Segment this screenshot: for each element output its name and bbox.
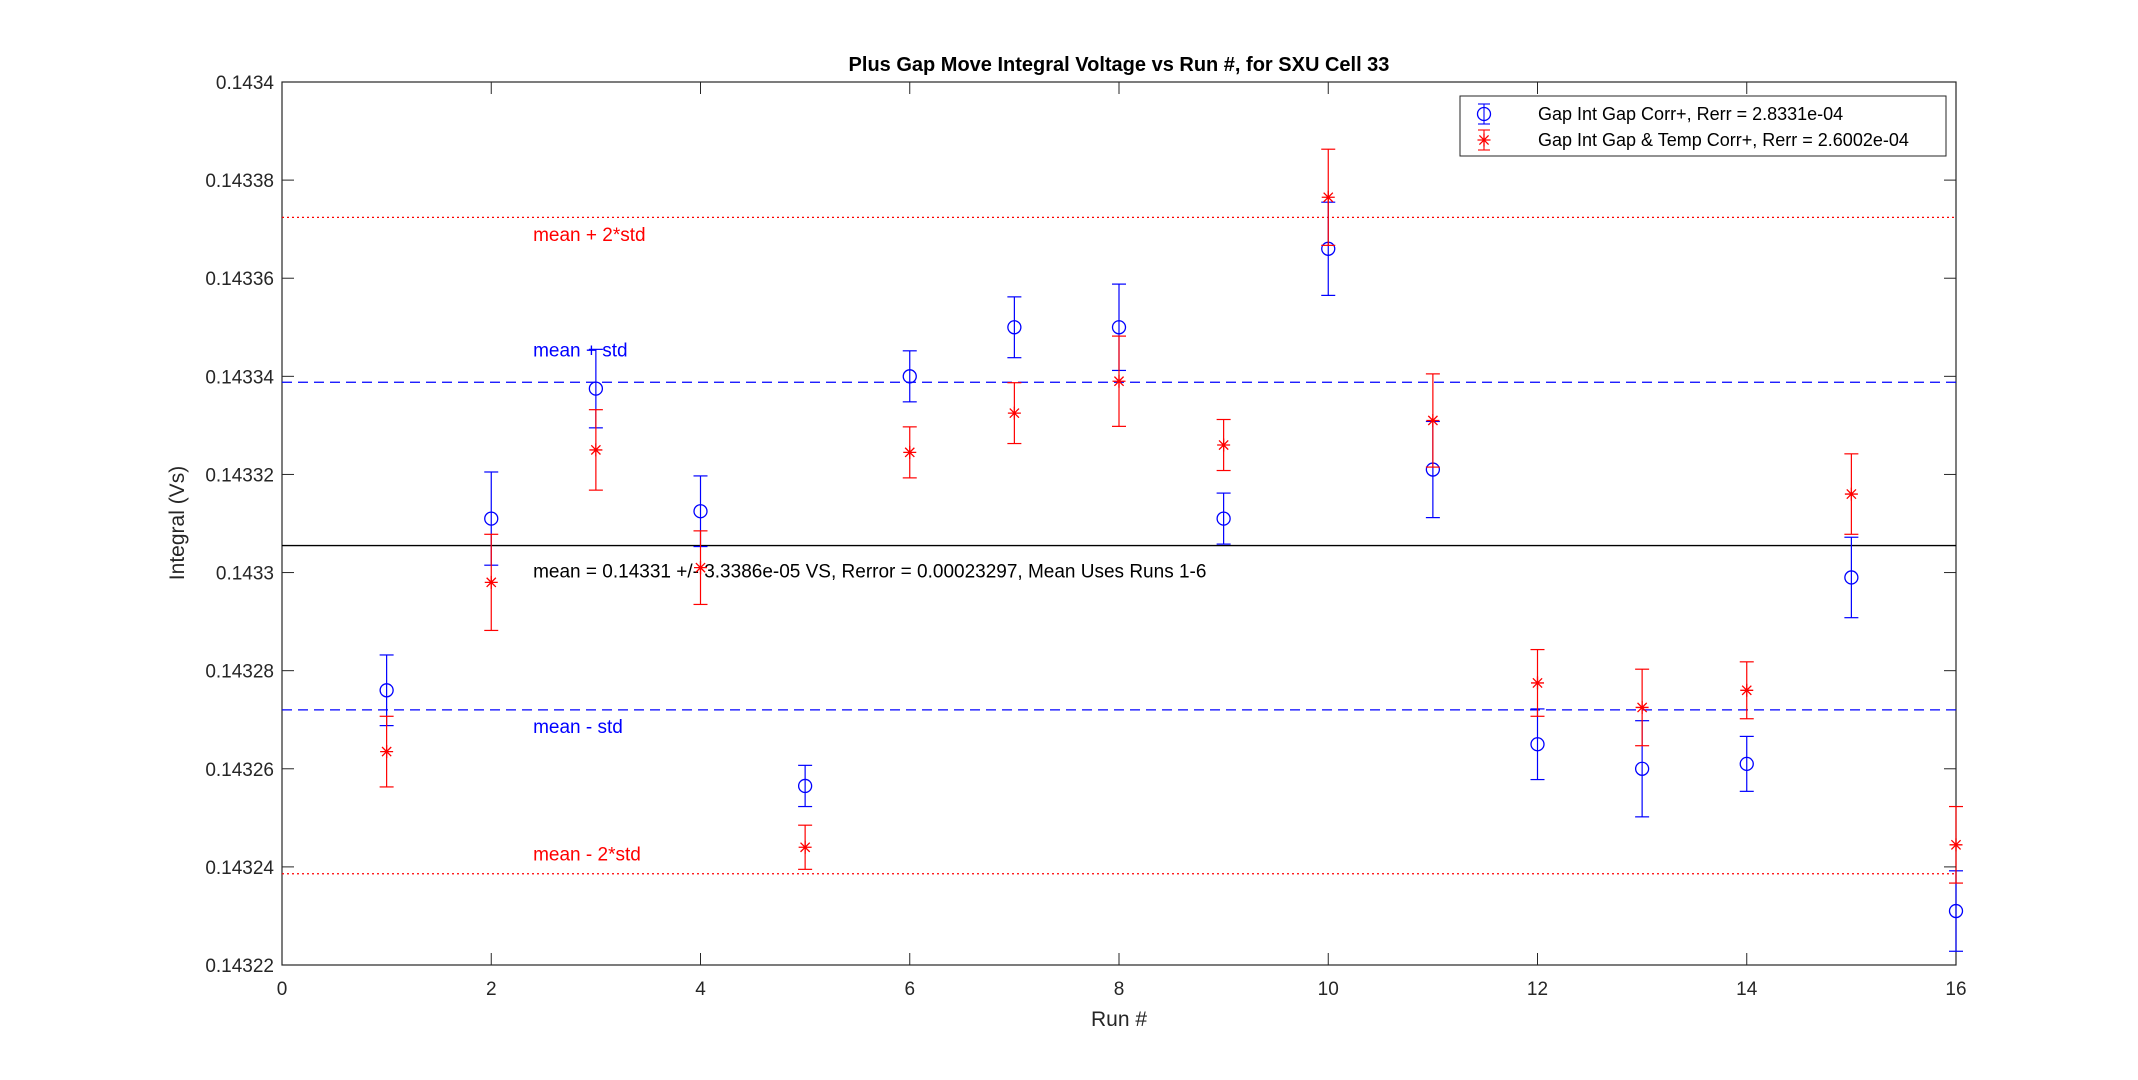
reference-line-label: mean = 0.14331 +/- 3.3386e-05 VS, Rerror… bbox=[533, 561, 1206, 582]
asterisk-marker bbox=[1844, 487, 1858, 501]
asterisk-marker bbox=[1740, 683, 1754, 697]
y-tick-label: 0.1433 bbox=[216, 564, 274, 585]
asterisk-marker bbox=[798, 840, 812, 854]
circle-marker bbox=[693, 504, 708, 519]
circle-marker bbox=[1476, 106, 1492, 122]
circle-marker bbox=[1530, 737, 1545, 752]
asterisk-marker bbox=[1635, 700, 1649, 714]
series-2 bbox=[379, 148, 1963, 884]
y-tick-label: 0.14336 bbox=[205, 269, 274, 290]
x-tick-label: 16 bbox=[1945, 979, 1966, 1000]
circle-marker bbox=[902, 369, 917, 384]
circle-marker bbox=[1007, 320, 1022, 335]
x-axis: 0 2 4 6 8 10 12 14 16 bbox=[277, 82, 1967, 1000]
circle-marker bbox=[1739, 756, 1754, 772]
y-tick-label: 0.14326 bbox=[205, 760, 274, 781]
x-tick-label: 10 bbox=[1318, 979, 1339, 1000]
asterisk-marker bbox=[1007, 406, 1021, 420]
legend-entry-label: Gap Int Gap Corr+, Rerr = 2.8331e-04 bbox=[1538, 104, 1843, 124]
legend-box bbox=[1459, 95, 1947, 157]
x-tick-label: 6 bbox=[904, 979, 915, 1000]
asterisk-marker bbox=[694, 561, 707, 575]
chart-title: Plus Gap Move Integral Voltage vs Run #,… bbox=[849, 54, 1390, 76]
x-tick-label: 2 bbox=[486, 979, 497, 1000]
x-tick-label: 4 bbox=[695, 979, 706, 1000]
y-tick-label: 0.14334 bbox=[205, 367, 274, 388]
reference-line-label: mean - std bbox=[533, 717, 623, 738]
circle-marker bbox=[1948, 903, 1964, 919]
circle-marker bbox=[1111, 320, 1127, 335]
asterisk-marker bbox=[484, 575, 498, 589]
asterisk-marker bbox=[1112, 374, 1126, 388]
x-tick-label: 8 bbox=[1114, 979, 1125, 1000]
asterisk-marker bbox=[903, 445, 917, 459]
y-tick-label: 0.1434 bbox=[216, 73, 275, 94]
x-tick-label: 14 bbox=[1736, 979, 1758, 1000]
circle-marker bbox=[1844, 570, 1859, 585]
reference-line-label: mean - 2*std bbox=[533, 845, 641, 866]
plot-area bbox=[281, 81, 1957, 966]
circle-marker bbox=[484, 511, 499, 526]
x-tick-label: 12 bbox=[1527, 979, 1548, 1000]
circle-marker bbox=[588, 381, 604, 396]
series-layer bbox=[379, 148, 1964, 952]
asterisk-marker bbox=[1477, 133, 1491, 147]
reference-line-label: mean + std bbox=[533, 341, 628, 362]
y-tick-label: 0.14328 bbox=[205, 662, 274, 683]
reference-lines: mean + 2*std mean + std mean = 0.14331 +/-… bbox=[282, 216, 1956, 875]
asterisk-marker bbox=[1321, 190, 1335, 204]
x-tick-label: 0 bbox=[277, 979, 288, 1000]
circle-marker bbox=[379, 683, 394, 698]
legend: Gap Int Gap Corr+, Rerr = 2.8331e-04 Gap … bbox=[1459, 95, 1947, 157]
y-tick-label: 0.14324 bbox=[205, 858, 274, 879]
circle-marker bbox=[797, 778, 813, 794]
asterisk-marker bbox=[589, 443, 603, 457]
y-axis: 0.14322 0.14324 0.14326 0.14328 0.1433 0.1433… bbox=[205, 73, 1956, 977]
asterisk-marker bbox=[1217, 438, 1231, 452]
asterisk-marker bbox=[1949, 838, 1963, 852]
circle-marker bbox=[1634, 761, 1650, 776]
reference-line-label: mean + 2*std bbox=[533, 225, 646, 246]
asterisk-marker bbox=[1426, 413, 1440, 427]
y-tick-label: 0.14338 bbox=[205, 171, 274, 192]
y-axis-label: Integral (Vs) bbox=[166, 466, 189, 580]
asterisk-marker bbox=[1531, 676, 1544, 690]
y-tick-label: 0.14332 bbox=[205, 465, 274, 486]
y-tick-label: 0.14322 bbox=[205, 956, 274, 977]
legend-entry-label: Gap Int Gap & Temp Corr+, Rerr = 2.6002e… bbox=[1538, 130, 1909, 150]
x-axis-label: Run # bbox=[1091, 1008, 1147, 1031]
asterisk-marker bbox=[380, 745, 394, 759]
circle-marker bbox=[1216, 511, 1231, 526]
